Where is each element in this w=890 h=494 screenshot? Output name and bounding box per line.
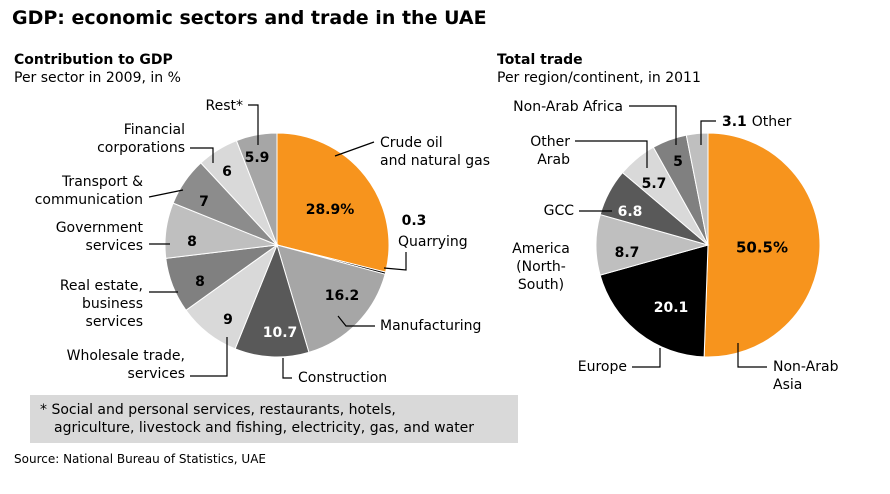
- category-label-non-arab-africa: Non-Arab Africa: [513, 99, 623, 115]
- value-label-rest: 5.9: [245, 150, 270, 166]
- leader-quarrying: [383, 252, 407, 271]
- value-label-manufacturing: 16.2: [325, 288, 360, 304]
- category-label-quarrying: Quarrying: [398, 234, 468, 250]
- category-label-other: 3.1 Other: [722, 114, 792, 130]
- trade-chart-title: Total trade: [497, 52, 583, 68]
- leader-manufacturing: [337, 315, 375, 327]
- category-label-financial: Financial corporations: [97, 122, 185, 156]
- pie-slice-construction: [234, 243, 310, 358]
- category-label-europe: Europe: [578, 359, 627, 375]
- footnote-line-1: * Social and personal services, restaura…: [40, 402, 396, 418]
- pie-slice-crude-oil-and-natural-gas: [276, 132, 390, 273]
- value-label-crude-oil-and-natural-gas: 28.9%: [306, 202, 355, 218]
- pie-slice-manufacturing: [276, 244, 386, 353]
- leader-non-arab-asia: [737, 343, 767, 368]
- category-label-manufacturing: Manufacturing: [380, 318, 481, 334]
- category-label-government: Government services: [56, 220, 144, 254]
- footnote-box: [30, 395, 518, 443]
- leader-other-arab: [575, 140, 648, 168]
- value-label-non-arab-africa: 5: [673, 154, 683, 170]
- leader-crude-oil: [334, 141, 375, 157]
- pie-slice-rest: [235, 132, 278, 246]
- value-label-other-arab: 5.7: [642, 176, 667, 192]
- leader-europe: [632, 348, 661, 368]
- value-label-non-arab-asia: 50.5%: [736, 239, 788, 257]
- value-label-financial-corporations: 6: [222, 164, 232, 180]
- category-label-non-arab-asia: Non-Arab Asia: [773, 359, 839, 393]
- category-label-rest: Rest*: [206, 98, 244, 114]
- leader-wholesale: [190, 337, 228, 377]
- category-label-gcc: GCC: [544, 203, 575, 219]
- category-label-wholesale: Wholesale trade, services: [67, 348, 185, 382]
- pie-slice-europe: [599, 244, 709, 358]
- leader-transport: [148, 189, 184, 198]
- category-label-other-arab: Other Arab: [530, 134, 570, 168]
- value-label-wholesale-trade-services: 9: [223, 312, 233, 328]
- category-label-transport: Transport & communication: [35, 174, 143, 208]
- trade-chart-subtitle: Per region/continent, in 2011: [497, 70, 701, 86]
- leader-other: [700, 120, 716, 145]
- value-label-real-estate-business-services: 8: [195, 274, 205, 290]
- leader-construction: [282, 358, 292, 379]
- value-label-gcc: 6.8: [618, 204, 643, 220]
- page-title: GDP: economic sectors and trade in the U…: [12, 7, 487, 29]
- value-label-america-north-south: 8.7: [615, 245, 640, 261]
- leader-rest: [248, 104, 259, 145]
- leader-non-arab-africa: [629, 105, 677, 145]
- pie-slice-other: [685, 132, 709, 246]
- value-label-government-services: 8: [187, 234, 197, 250]
- value-label-construction: 10.7: [263, 325, 298, 341]
- leader-financial: [190, 147, 214, 163]
- category-label-crude-oil: Crude oil and natural gas: [380, 135, 490, 169]
- value-label-quarrying: 0.3: [402, 213, 427, 229]
- category-label-america: America (North-South): [512, 241, 570, 293]
- gdp-chart-title: Contribution to GDP: [14, 52, 173, 68]
- footnote-line-2: agriculture, livestock and fishing, elec…: [54, 420, 475, 436]
- category-label-real-estate: Real estate, business services: [60, 278, 143, 330]
- value-label-europe: 20.1: [654, 300, 689, 316]
- value-label-transport-communication: 7: [199, 194, 209, 210]
- gdp-chart-subtitle: Per sector in 2009, in %: [14, 70, 181, 86]
- pie-slice-non-arab-asia: [703, 132, 821, 358]
- category-label-construction: Construction: [298, 370, 387, 386]
- source-note: Source: National Bureau of Statistics, U…: [14, 452, 266, 466]
